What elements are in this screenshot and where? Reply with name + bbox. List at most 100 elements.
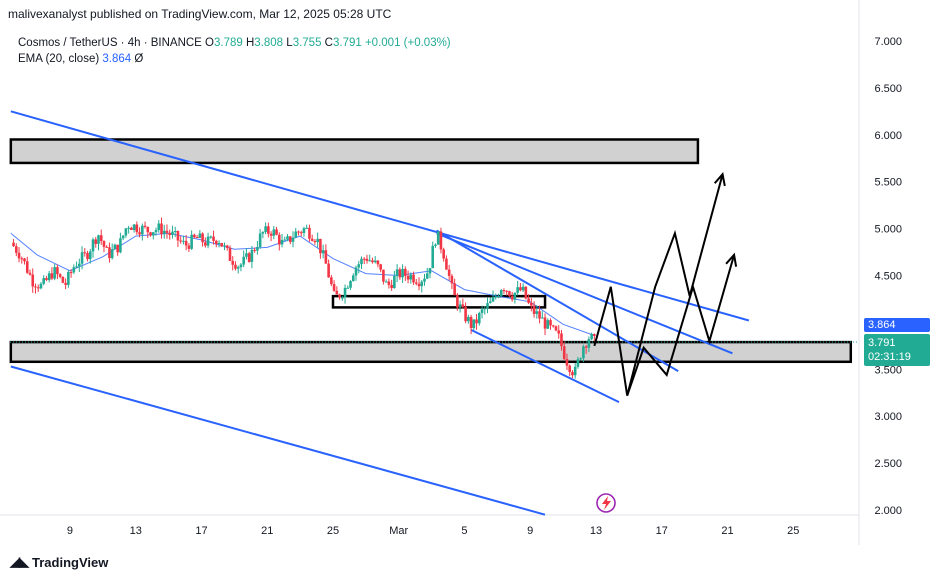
candle	[97, 234, 100, 251]
candle-body	[453, 283, 456, 296]
candle-body	[146, 226, 150, 233]
candle	[253, 247, 256, 253]
candle-body	[151, 232, 155, 236]
candle	[154, 227, 158, 236]
candle-body	[67, 272, 70, 285]
support-zone[interactable]	[9, 340, 853, 364]
y-tick-label: 2.500	[874, 458, 902, 470]
inner-support[interactable]	[470, 329, 620, 404]
candle	[108, 242, 111, 263]
candle-body	[543, 317, 547, 329]
candle	[582, 344, 585, 363]
projection-a[interactable]	[593, 252, 738, 396]
close-value: 3.791	[332, 37, 362, 49]
candle-body	[182, 240, 185, 242]
candle-body	[91, 239, 95, 252]
candle-body	[108, 247, 111, 259]
candle	[565, 353, 569, 371]
candle	[494, 293, 498, 300]
candle-body	[56, 267, 59, 275]
candle	[341, 295, 344, 301]
candle-body	[132, 224, 136, 230]
resistance-zone[interactable]	[9, 138, 700, 165]
candle-body	[447, 269, 451, 276]
projection-a-path	[593, 254, 736, 396]
inner-resistance[interactable]	[436, 229, 679, 373]
low-label: L	[286, 37, 293, 49]
candle	[387, 278, 391, 289]
candle-body	[324, 250, 328, 264]
lightning-icon[interactable]	[596, 493, 616, 513]
candle	[256, 240, 259, 255]
mid-box[interactable]	[331, 294, 547, 309]
candle	[346, 285, 350, 289]
outer-resistance[interactable]	[10, 110, 750, 322]
candle	[398, 267, 402, 280]
candle-body	[20, 258, 24, 260]
candle	[349, 280, 352, 290]
candle-body	[193, 234, 196, 238]
candle-body	[341, 297, 344, 299]
candle	[297, 230, 300, 236]
candle	[483, 306, 487, 315]
candle	[461, 298, 465, 309]
ema-label[interactable]: EMA (20, close)	[18, 53, 100, 65]
projection-b[interactable]	[626, 171, 726, 396]
candle	[198, 230, 202, 239]
arrow-head-icon	[725, 252, 738, 267]
candle-body	[149, 232, 152, 236]
tradingview-brand[interactable]: ◢◣ TradingView	[10, 554, 108, 570]
candle	[299, 230, 303, 237]
candle-body	[401, 268, 404, 278]
candle	[491, 290, 495, 303]
candle-body	[371, 260, 374, 263]
candle	[453, 278, 456, 296]
inner-upper[interactable]	[436, 232, 733, 355]
candle-body	[530, 302, 533, 306]
candle	[590, 332, 593, 341]
candle	[78, 258, 81, 272]
candle	[25, 256, 29, 274]
candle-body	[384, 281, 388, 283]
candle-body	[510, 295, 514, 300]
outer-support[interactable]	[10, 365, 546, 516]
candle-body	[505, 290, 508, 292]
ema-visibility-icon[interactable]: Ø	[134, 53, 144, 65]
candle	[264, 222, 267, 235]
candle	[456, 293, 459, 311]
candle-body	[267, 226, 270, 234]
candle-body	[36, 287, 40, 289]
candle-body	[299, 232, 303, 234]
candle-body	[258, 233, 262, 248]
candle	[543, 313, 547, 336]
candle-body	[365, 258, 369, 261]
candle	[412, 271, 415, 285]
candle-body	[294, 231, 298, 238]
candle	[212, 230, 215, 245]
candle-body	[310, 238, 314, 241]
candle	[261, 231, 265, 239]
candle-body	[464, 306, 467, 322]
candle-body	[256, 247, 259, 251]
candle-body	[409, 274, 413, 280]
candle	[94, 237, 98, 248]
candle-body	[253, 249, 256, 251]
symbol-label[interactable]: Cosmos / TetherUS · 4h · BINANCE	[18, 37, 202, 49]
candle-body	[64, 282, 67, 285]
candle-body	[86, 252, 89, 260]
candle	[382, 269, 385, 285]
candle	[267, 222, 270, 238]
candle-body	[283, 239, 287, 241]
candle-body	[179, 240, 182, 242]
candle	[234, 261, 237, 271]
x-tick-label: 17	[656, 525, 668, 537]
chart-legend: Cosmos / TetherUS · 4h · BINANCE O3.789 …	[18, 35, 451, 67]
candle	[86, 250, 89, 262]
candle	[546, 318, 550, 330]
candle	[12, 238, 15, 247]
candle	[447, 264, 451, 281]
candle-body	[220, 243, 224, 247]
candle	[425, 267, 429, 280]
candle	[34, 283, 37, 294]
